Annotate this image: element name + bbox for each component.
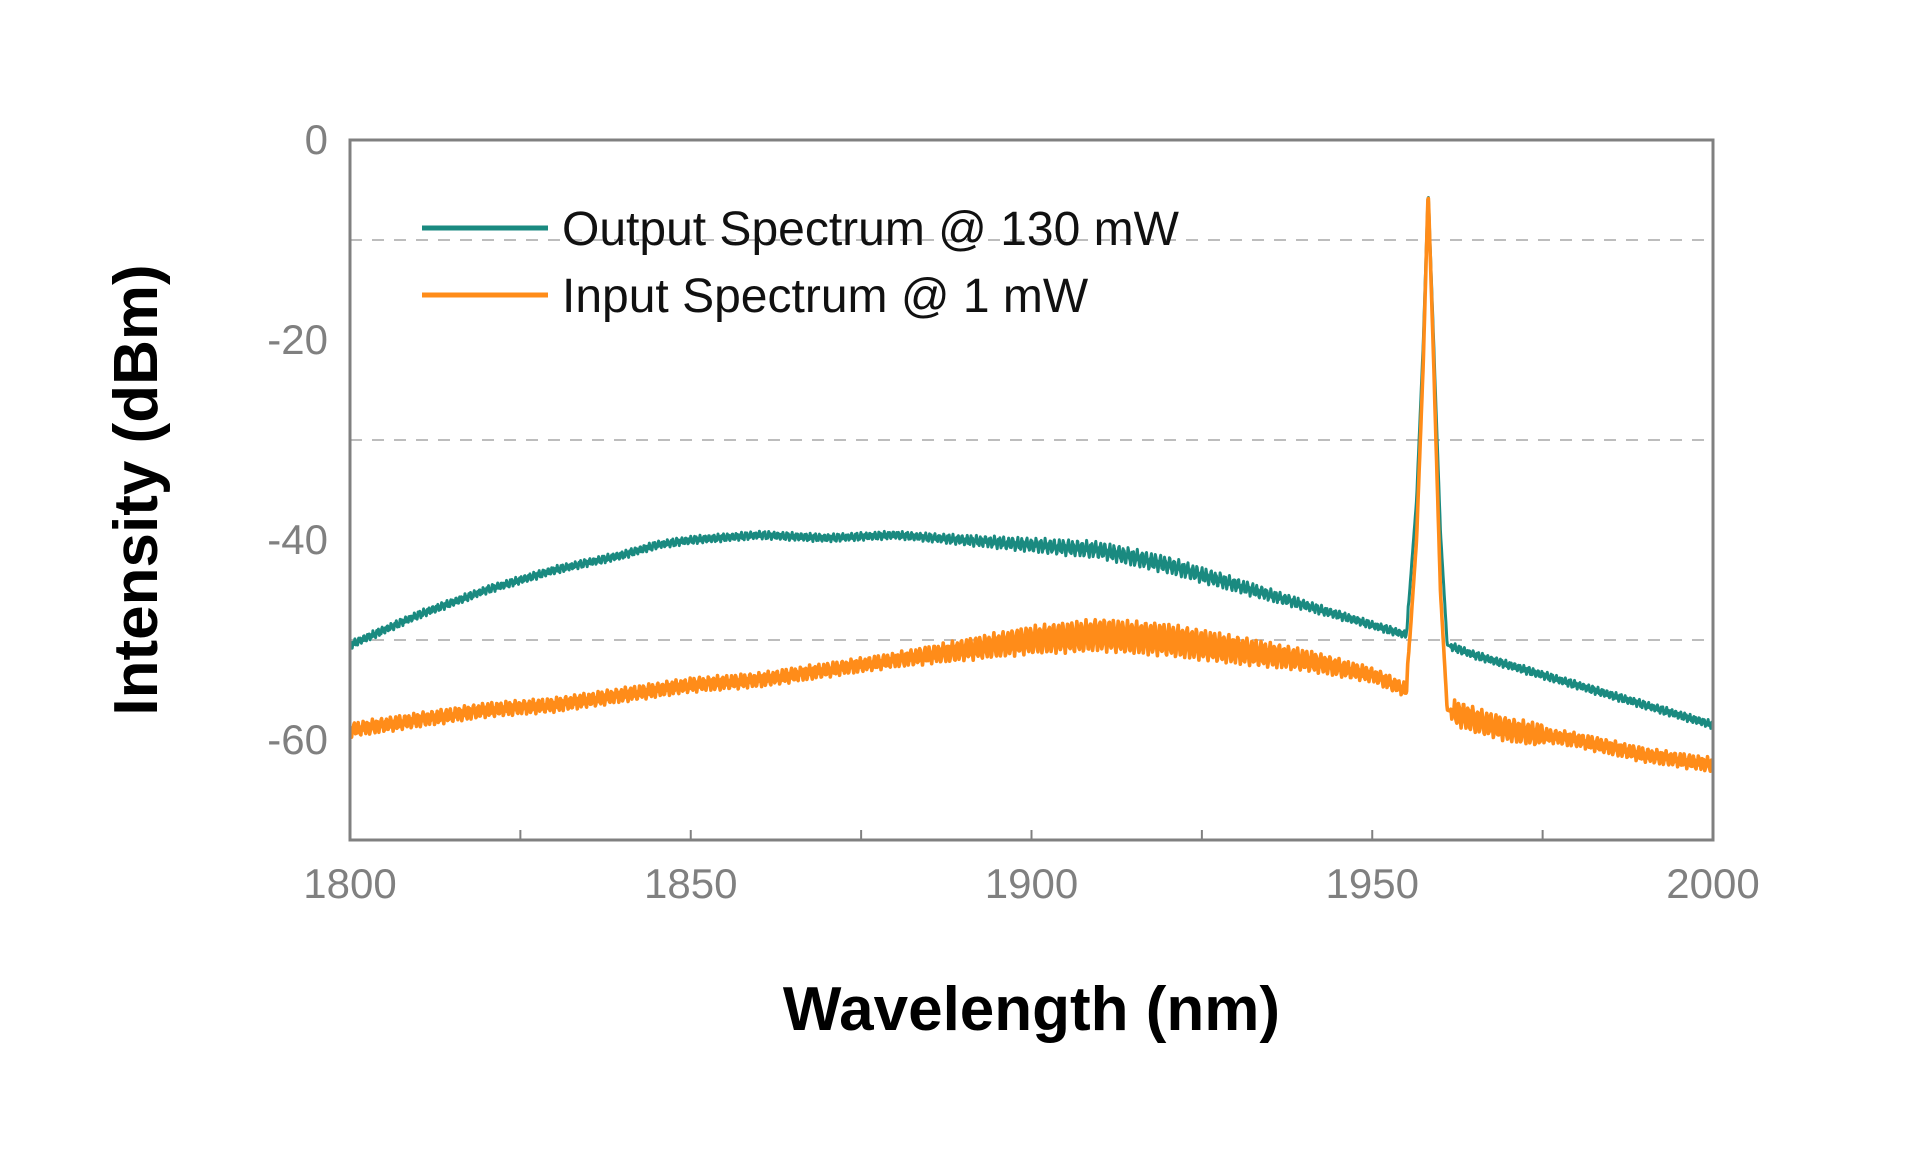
x-minor-ticks	[519, 830, 1544, 840]
legend: Output Spectrum @ 130 mW Input Spectrum …	[422, 203, 1180, 323]
grid-lines	[350, 239, 1713, 641]
x-tick-label: 2000	[1666, 860, 1759, 907]
legend-label-output: Output Spectrum @ 130 mW	[562, 203, 1180, 256]
legend-label-input: Input Spectrum @ 1 mW	[562, 270, 1089, 323]
plot-frame	[348, 138, 1715, 842]
series-line-input	[348, 196, 1715, 773]
y-tick-label: -20	[267, 316, 328, 363]
y-axis-title: Intensity (dBm)	[102, 264, 171, 715]
x-tick-label: 1850	[644, 860, 737, 907]
x-tick-label: 1900	[985, 860, 1078, 907]
y-tick-label: -60	[267, 716, 328, 763]
series-lines	[348, 196, 1715, 773]
x-tick-labels: 1800 1850 1900 1950 2000	[303, 860, 1759, 907]
x-tick-label: 1950	[1326, 860, 1419, 907]
y-tick-label: -40	[267, 516, 328, 563]
x-axis-title: Wavelength (nm)	[783, 975, 1280, 1044]
series-line-output	[348, 196, 1715, 730]
y-tick-labels: 0 -20 -40 -60	[267, 116, 328, 763]
y-tick-label: 0	[305, 116, 328, 163]
x-tick-label: 1800	[303, 860, 396, 907]
